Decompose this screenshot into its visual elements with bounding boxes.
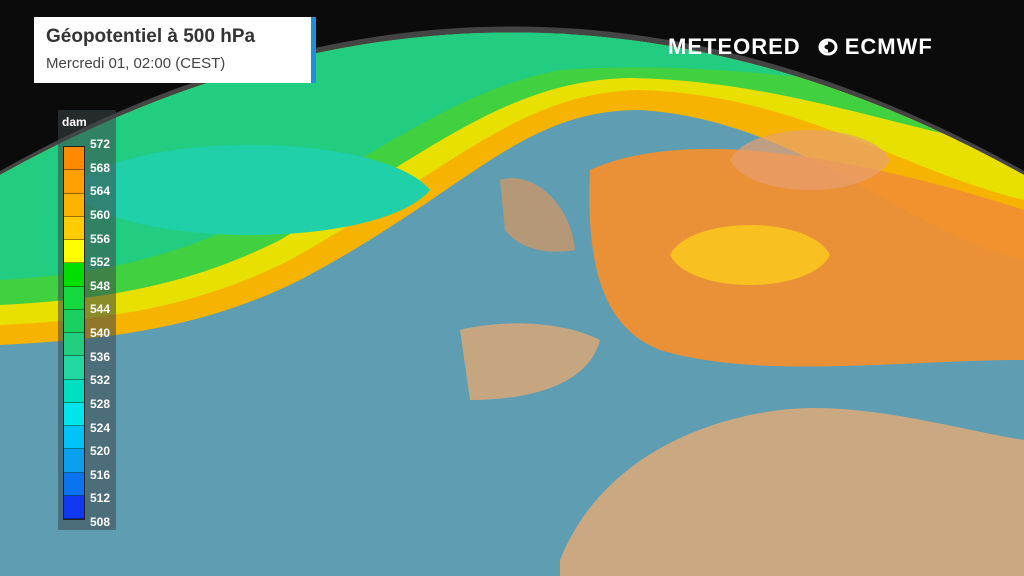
legend-swatch — [64, 309, 84, 333]
legend-tick: 572 — [90, 137, 111, 151]
legend-tick: 556 — [90, 231, 111, 246]
legend-swatch — [64, 356, 84, 380]
map-title: Géopotentiel à 500 hPa — [46, 26, 256, 47]
legend-tick: 532 — [90, 373, 111, 388]
legend-ticks: 572 568 564 560 556 552 548 544 540 536 532 528 524 5… — [90, 138, 110, 528]
ridge-lobe — [730, 130, 890, 190]
legend-tick: 560 — [90, 207, 111, 222]
legend-color-bar — [63, 146, 85, 520]
legend-tick: 508 — [90, 515, 111, 529]
legend-swatch — [64, 333, 84, 357]
color-legend: dam 572 568 564 560 556 552 548 544 540 536 532 528… — [58, 110, 116, 530]
legend-unit: dam — [62, 115, 87, 129]
ecmwf-label: ECMWF — [844, 34, 933, 59]
legend-swatch — [64, 216, 84, 240]
legend-swatch — [64, 379, 84, 403]
legend-swatch — [64, 263, 84, 287]
legend-tick: 568 — [90, 160, 111, 175]
legend-tick: 548 — [90, 278, 111, 293]
trough-core — [70, 145, 430, 235]
legend-swatch — [64, 449, 84, 473]
ridge-core — [670, 225, 830, 285]
legend-tick: 540 — [90, 326, 111, 340]
legend-tick: 536 — [90, 349, 111, 364]
legend-swatch — [64, 240, 84, 264]
map-timestamp: Mercredi 01, 02:00 (CEST) — [46, 55, 226, 72]
iberia — [460, 323, 600, 400]
legend-tick: 552 — [90, 255, 111, 270]
legend-tick: 512 — [90, 491, 111, 506]
legend-tick: 564 — [90, 184, 111, 199]
britain — [500, 178, 575, 252]
legend-swatch — [64, 193, 84, 217]
legend-tick: 516 — [90, 467, 111, 482]
logos: METEORED ECMWF — [668, 34, 933, 60]
legend-tick: 520 — [90, 444, 111, 459]
legend-swatch — [64, 170, 84, 194]
title-box: Géopotentiel à 500 hPa Mercredi 01, 02:0… — [34, 17, 316, 83]
legend-swatch — [64, 472, 84, 496]
meteored-logo: METEORED — [668, 34, 801, 59]
legend-swatch — [64, 426, 84, 450]
legend-swatch — [64, 495, 84, 519]
ecmwf-icon — [818, 38, 838, 56]
legend-swatch — [64, 286, 84, 310]
legend-tick: 544 — [90, 302, 111, 317]
legend-swatch — [64, 402, 84, 426]
legend-swatch — [64, 147, 84, 171]
ecmwf-logo: ECMWF — [815, 34, 933, 60]
legend-tick: 524 — [90, 420, 111, 435]
legend-tick: 528 — [90, 396, 111, 411]
africa — [560, 407, 1024, 576]
